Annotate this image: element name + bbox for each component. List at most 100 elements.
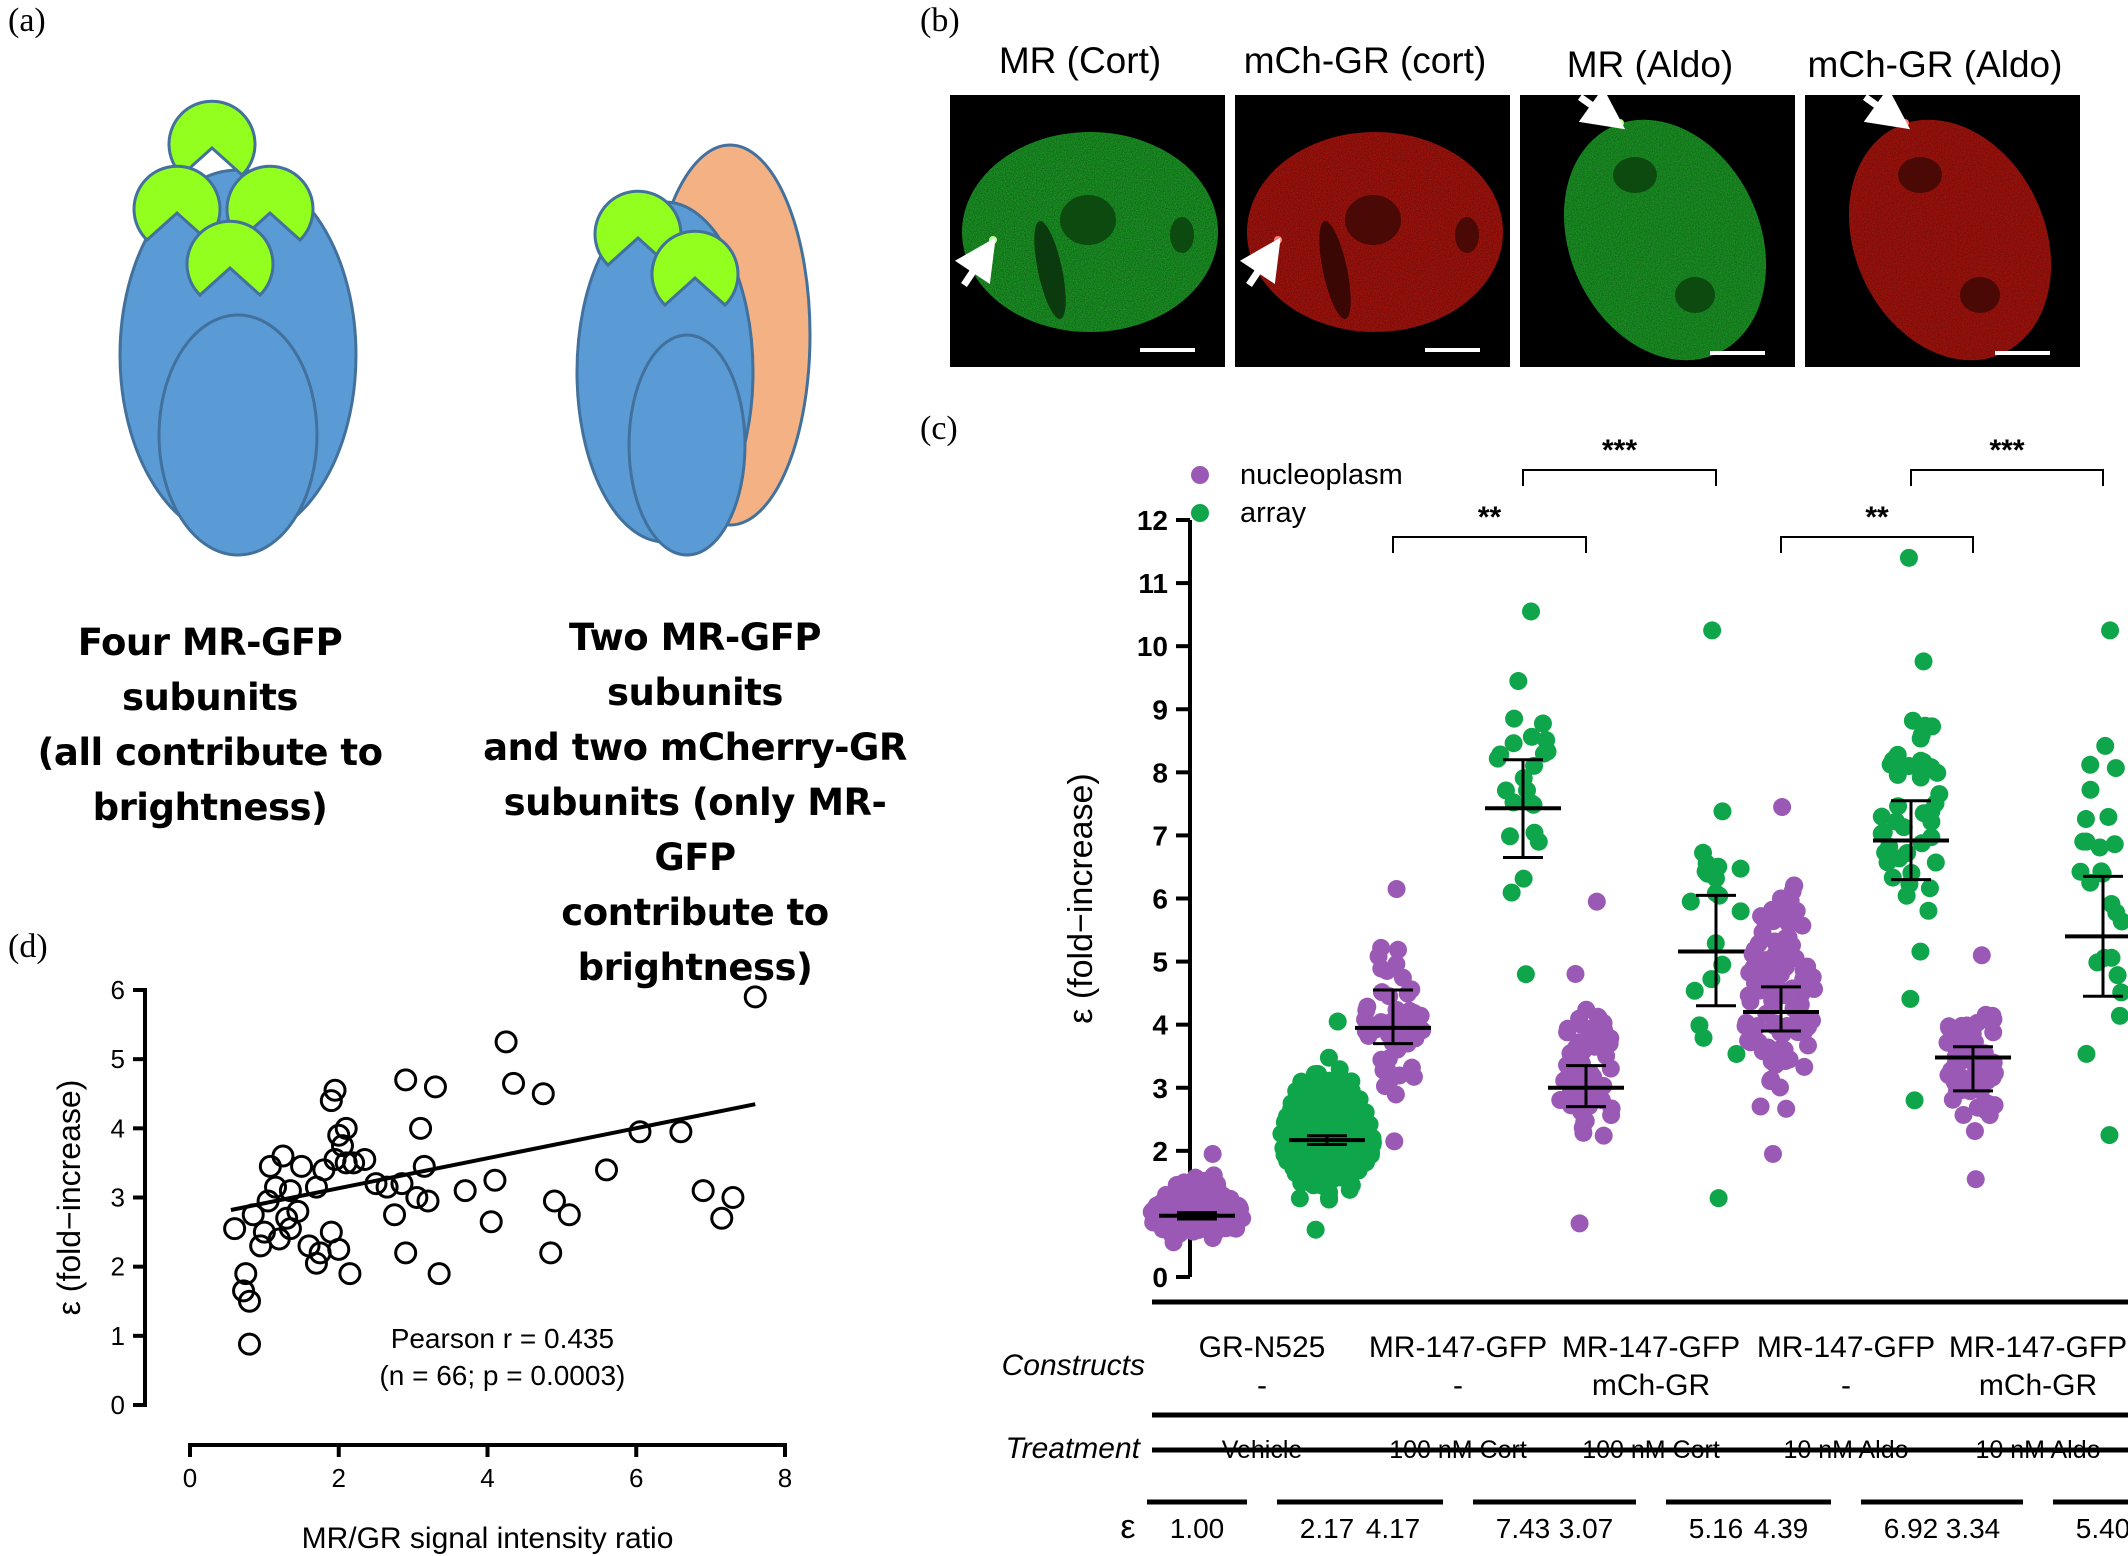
data-point: [1502, 883, 1521, 902]
data-point: [2096, 736, 2115, 755]
data-point: [264, 1175, 288, 1199]
y-tick-label: 0: [1152, 1262, 1168, 1293]
data-point: [1775, 986, 1794, 1005]
legend-marker: [1191, 504, 1209, 522]
data-point: [1761, 1072, 1780, 1091]
y-tick-label: 10: [1137, 631, 1168, 662]
data-point: [1967, 1059, 1986, 1078]
data-point: [1275, 1139, 1294, 1158]
y-tick-label: 11: [1138, 568, 1168, 599]
data-point: [2110, 1006, 2128, 1025]
data-point: [1588, 1007, 1607, 1026]
data-point: [1312, 1114, 1331, 1133]
construct-label: -: [1841, 1369, 1851, 1402]
construct-label: MR-147-GFP: [1562, 1331, 1740, 1364]
data-point: [1740, 963, 1759, 982]
data-point: [1980, 1106, 1999, 1125]
data-point: [1385, 1132, 1404, 1151]
panel-label-a: (a): [8, 2, 46, 39]
data-point: [1597, 1036, 1616, 1055]
data-point: [1911, 942, 1930, 961]
data-point: [258, 1154, 282, 1178]
y-tick-label: 4: [1152, 1010, 1168, 1041]
x-tick-label: 2: [332, 1463, 346, 1493]
significance-label: ***: [1989, 434, 2024, 467]
treatment-label: 100 nM Cort: [1582, 1436, 1720, 1464]
data-point: [2081, 780, 2100, 799]
data-point: [1587, 892, 1606, 911]
data-point: [1301, 1089, 1320, 1108]
caption-line: (all contribute to: [37, 731, 383, 774]
data-point: [1562, 1050, 1581, 1069]
data-point: [238, 1332, 261, 1356]
pearson-annotation: Pearson r = 0.435: [391, 1323, 614, 1354]
data-point: [1793, 916, 1812, 935]
legend-label: nucleoplasm: [1240, 459, 1403, 491]
y-tick-label: 1: [111, 1321, 125, 1351]
data-point: [1878, 853, 1897, 872]
data-point: [416, 1189, 440, 1213]
legend-label: array: [1240, 497, 1307, 529]
data-point: [1899, 548, 1918, 567]
data-point: [1509, 672, 1528, 691]
data-point: [1741, 992, 1760, 1011]
data-point: [1901, 989, 1920, 1008]
data-point: [628, 1120, 652, 1144]
data-point: [1359, 1026, 1378, 1045]
x-axis-label: MR/GR signal intensity ratio: [302, 1522, 674, 1555]
data-point: [1533, 714, 1552, 733]
data-point: [1292, 1072, 1311, 1091]
micrograph-title: MR (Aldo): [1566, 44, 1734, 85]
data-point: [1342, 1072, 1361, 1091]
data-point: [2106, 759, 2125, 778]
data-point: [223, 1217, 247, 1241]
data-point: [1731, 859, 1750, 878]
data-point: [390, 1172, 414, 1196]
data-point: [1306, 1220, 1325, 1239]
data-point: [1570, 1009, 1589, 1028]
data-point: [1147, 1196, 1166, 1215]
data-point: [1388, 940, 1407, 959]
data-point: [1972, 946, 1991, 965]
data-point: [2102, 948, 2121, 967]
data-point: [1926, 794, 1945, 813]
data-point: [2081, 755, 2100, 774]
y-tick-label: 3: [111, 1183, 125, 1213]
epsilon-value: 4.17: [1366, 1513, 1421, 1544]
data-point: [405, 1186, 429, 1209]
data-point: [1694, 843, 1713, 862]
y-tick-label: 5: [1152, 947, 1168, 978]
construct-label: MR-147-GFP: [1757, 1331, 1935, 1364]
data-point: [1761, 962, 1780, 981]
data-point: [1372, 938, 1391, 957]
data-point: [1764, 912, 1783, 931]
data-point: [1387, 955, 1406, 974]
panel-label-b: (b): [920, 2, 960, 39]
data-point: [304, 1251, 328, 1275]
data-point: [1522, 602, 1541, 621]
data-point: [1551, 1091, 1570, 1110]
data-point: [1713, 955, 1732, 974]
row-label-treatment: Treatment: [1006, 1432, 1142, 1465]
y-tick-label: 7: [1152, 820, 1168, 851]
data-point: [1284, 1158, 1303, 1177]
data-point: [2074, 832, 2093, 851]
subunit-diagram: [118, 99, 812, 557]
caption-line: Two MR-GFP subunits: [568, 616, 822, 714]
data-point: [394, 1068, 418, 1092]
regression-line: [230, 1102, 756, 1212]
data-point: [2108, 966, 2127, 985]
data-point: [502, 1071, 526, 1095]
correlation-scatter-chart: 0 1 2 3 4 5 6 0 2 4 6 8 MR/GR signal intensity ratio…: [51, 975, 792, 1555]
data-point: [1773, 1025, 1792, 1044]
data-point: [1965, 1122, 1984, 1141]
data-point: [286, 1199, 310, 1223]
data-point: [1751, 1097, 1770, 1116]
significance-bracket: [1780, 536, 1974, 553]
data-point: [1570, 1214, 1589, 1233]
data-point: [364, 1172, 388, 1196]
data-point: [1939, 1017, 1958, 1036]
data-point: [1905, 1091, 1924, 1110]
micrograph-mr-cort: [950, 95, 1225, 367]
data-point: [1393, 968, 1412, 987]
